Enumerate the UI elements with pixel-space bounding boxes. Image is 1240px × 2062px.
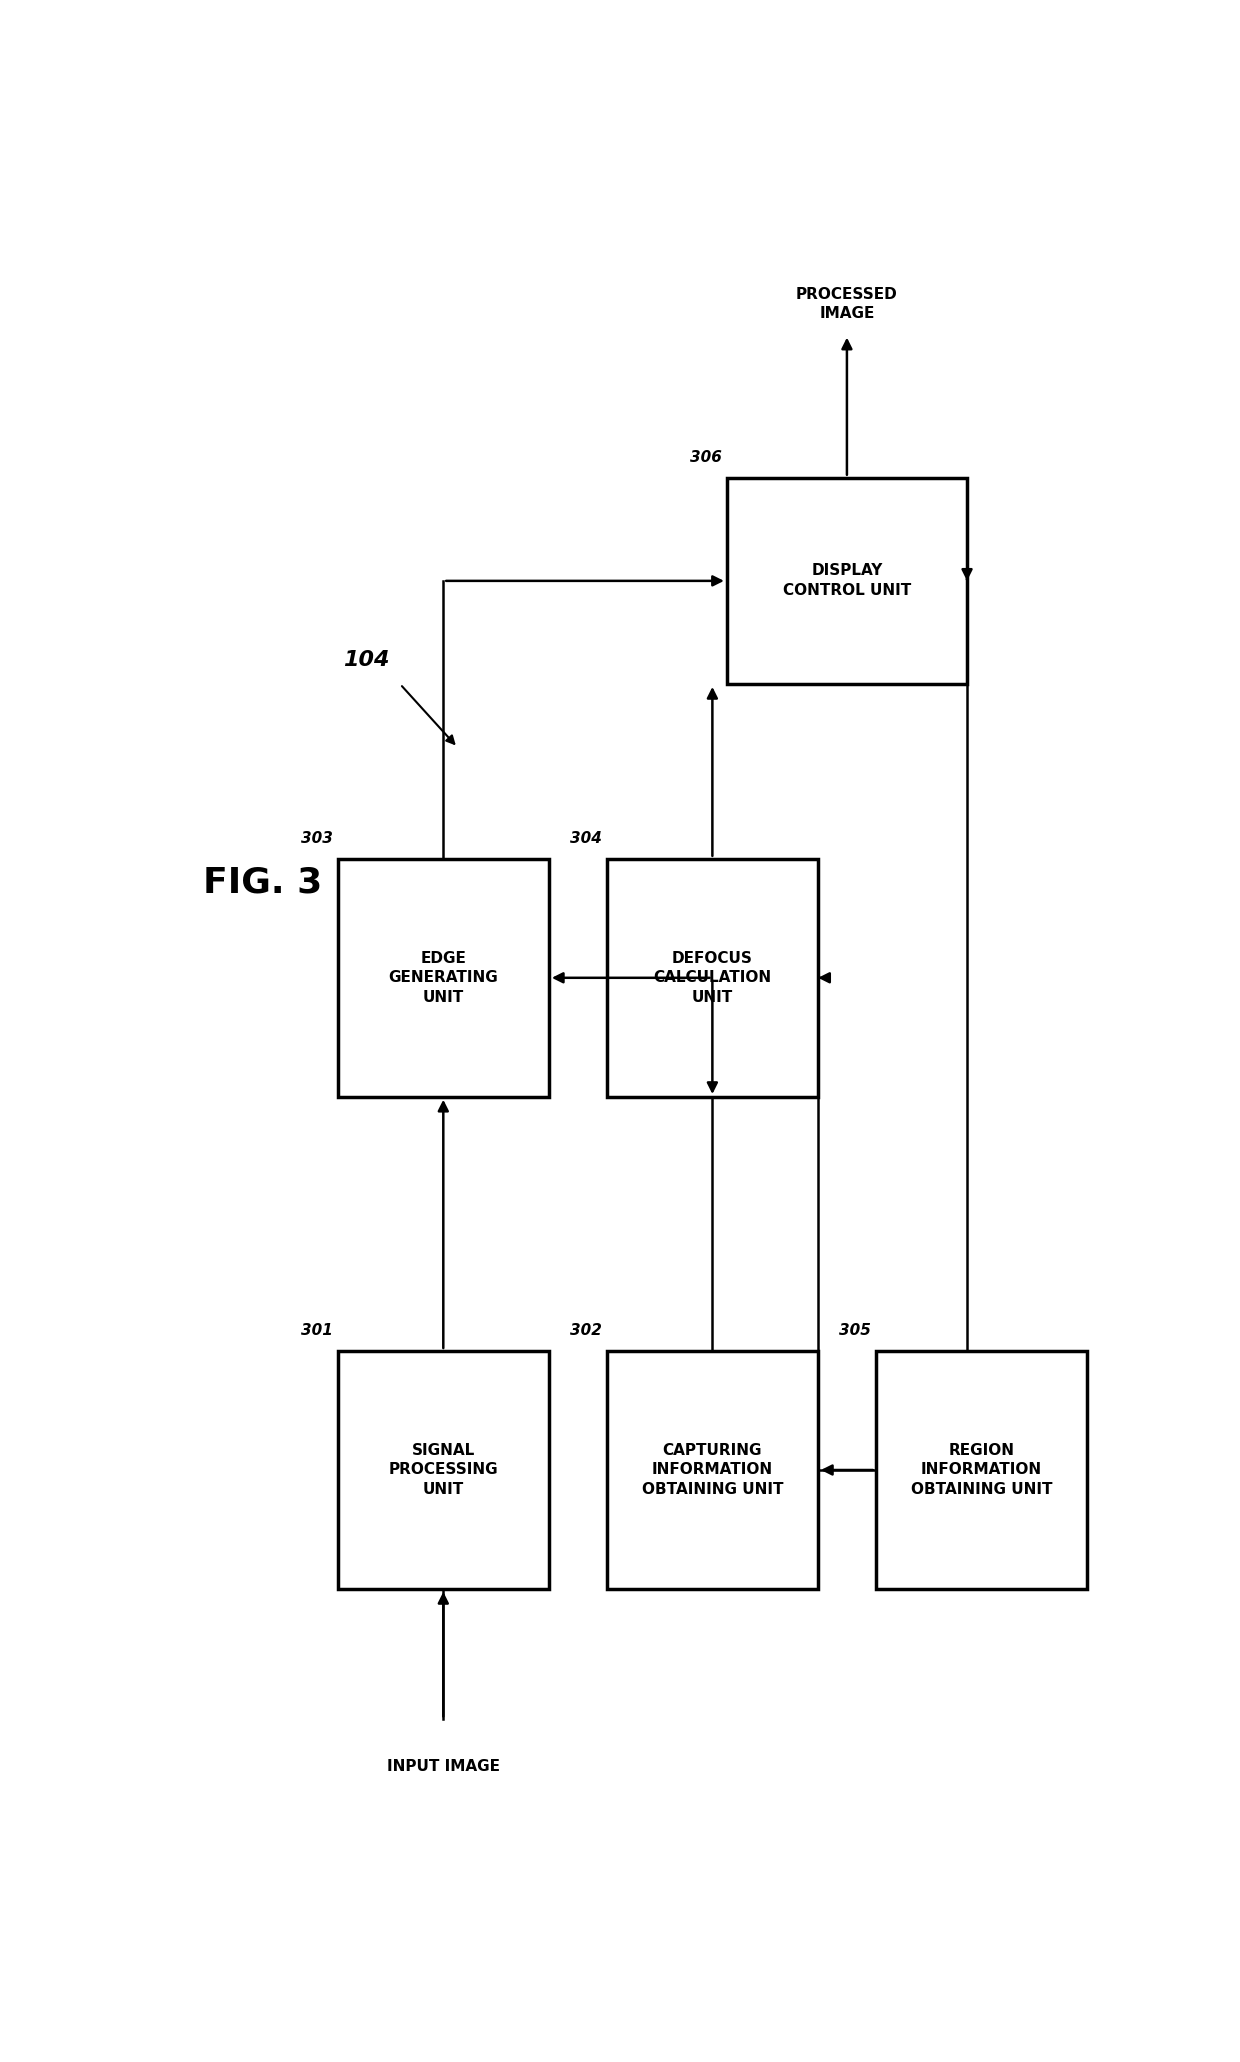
Bar bbox=[337, 1351, 549, 1590]
Text: FIG. 3: FIG. 3 bbox=[203, 866, 322, 899]
Bar bbox=[875, 1351, 1087, 1590]
Text: PROCESSED
IMAGE: PROCESSED IMAGE bbox=[796, 287, 898, 322]
Text: 306: 306 bbox=[691, 450, 722, 464]
Text: 303: 303 bbox=[301, 831, 332, 845]
Text: SIGNAL
PROCESSING
UNIT: SIGNAL PROCESSING UNIT bbox=[388, 1443, 498, 1497]
Text: CAPTURING
INFORMATION
OBTAINING UNIT: CAPTURING INFORMATION OBTAINING UNIT bbox=[641, 1443, 784, 1497]
Text: REGION
INFORMATION
OBTAINING UNIT: REGION INFORMATION OBTAINING UNIT bbox=[910, 1443, 1053, 1497]
Text: 301: 301 bbox=[301, 1324, 332, 1338]
Text: 304: 304 bbox=[570, 831, 601, 845]
Bar bbox=[727, 478, 967, 685]
Text: DEFOCUS
CALCULATION
UNIT: DEFOCUS CALCULATION UNIT bbox=[653, 951, 771, 1004]
Text: 104: 104 bbox=[343, 650, 389, 670]
Text: 305: 305 bbox=[839, 1324, 870, 1338]
Text: 302: 302 bbox=[570, 1324, 601, 1338]
Text: EDGE
GENERATING
UNIT: EDGE GENERATING UNIT bbox=[388, 951, 498, 1004]
Text: INPUT IMAGE: INPUT IMAGE bbox=[387, 1759, 500, 1773]
Bar bbox=[606, 858, 818, 1097]
Bar bbox=[606, 1351, 818, 1590]
Text: DISPLAY
CONTROL UNIT: DISPLAY CONTROL UNIT bbox=[782, 563, 911, 598]
Bar bbox=[337, 858, 549, 1097]
